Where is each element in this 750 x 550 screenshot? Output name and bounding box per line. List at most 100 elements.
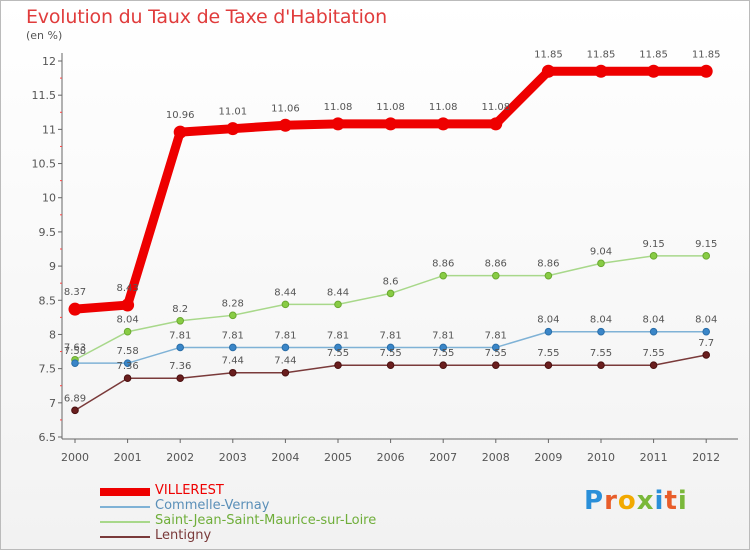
y-tick-label: 8.5 — [39, 294, 57, 307]
logo-letter: i — [677, 486, 688, 516]
data-label: 8.04 — [695, 315, 717, 326]
data-label: 6.89 — [64, 393, 86, 404]
data-label: 8.44 — [274, 287, 296, 298]
data-point — [699, 64, 713, 78]
data-label: 9.15 — [695, 239, 717, 250]
data-point — [229, 343, 237, 352]
data-label: 8.37 — [64, 287, 86, 298]
data-label: 11.08 — [324, 102, 353, 113]
data-label: 8.44 — [327, 287, 349, 298]
legend-swatch — [100, 536, 150, 538]
y-tick-label: 12 — [42, 55, 56, 68]
legend-label: Saint-Jean-Saint-Maurice-sur-Loire — [155, 513, 377, 528]
data-point — [281, 343, 290, 352]
x-tick-label: 2009 — [534, 451, 562, 464]
y-tick-label: 7 — [49, 397, 56, 410]
data-label: 8.04 — [590, 315, 612, 326]
data-point — [647, 64, 661, 78]
legend-label: Commelle-Vernay — [155, 498, 270, 513]
data-label: 7.58 — [64, 346, 86, 357]
legend-label: VILLEREST — [155, 483, 224, 498]
data-point — [492, 343, 500, 352]
data-point — [384, 117, 398, 131]
data-label: 11.85 — [534, 49, 563, 60]
y-tick-label: 10.5 — [32, 158, 57, 171]
x-tick-label: 2007 — [429, 451, 457, 464]
legend-swatch — [100, 488, 150, 496]
data-point — [334, 300, 342, 309]
data-point — [386, 361, 395, 370]
x-tick-label: 2005 — [324, 451, 352, 464]
legend-swatch — [100, 521, 150, 523]
data-point — [649, 361, 658, 370]
data-point — [71, 406, 79, 415]
data-label: 7.55 — [485, 348, 507, 359]
data-label: 11.08 — [376, 102, 405, 113]
data-label: 8.04 — [642, 315, 664, 326]
x-tick-label: 2010 — [587, 451, 615, 464]
data-point — [594, 64, 608, 78]
data-point — [71, 359, 79, 367]
data-point — [229, 368, 237, 377]
data-label: 8.86 — [432, 259, 454, 270]
data-label: 7.81 — [379, 330, 401, 341]
data-point — [281, 300, 290, 309]
data-point — [176, 316, 184, 325]
data-label: 7.81 — [274, 330, 296, 341]
data-label: 8.43 — [116, 283, 138, 294]
data-point — [173, 125, 187, 139]
data-point — [334, 361, 342, 370]
data-point — [439, 271, 448, 280]
y-tick-label: 9.5 — [39, 226, 57, 239]
logo-letter: i — [654, 486, 665, 516]
x-tick-label: 2012 — [692, 451, 720, 464]
logo-letter: t — [664, 486, 678, 516]
y-tick-label: 8 — [49, 328, 56, 341]
data-point — [334, 343, 342, 352]
data-point — [489, 117, 503, 131]
data-label: 11.85 — [692, 49, 721, 60]
data-point — [544, 271, 553, 280]
y-tick-label: 11.5 — [32, 89, 57, 102]
data-label: 7.81 — [485, 330, 507, 341]
data-point — [439, 361, 448, 370]
data-point — [492, 361, 500, 370]
data-label: 7.55 — [590, 348, 612, 359]
data-point — [229, 311, 237, 320]
data-label: 11.01 — [218, 107, 247, 118]
x-tick-label: 2004 — [271, 451, 299, 464]
data-label: 11.08 — [429, 102, 458, 113]
data-label: 7.81 — [432, 330, 454, 341]
logo-letter: P — [584, 486, 605, 516]
data-point — [544, 327, 553, 336]
legend-label: Lentigny — [155, 528, 212, 543]
data-point — [702, 351, 711, 359]
data-label: 8.86 — [537, 259, 559, 270]
data-label: 7.63 — [64, 343, 86, 354]
data-point — [492, 271, 500, 280]
x-tick-label: 2002 — [166, 451, 194, 464]
data-label: 7.36 — [169, 361, 191, 372]
data-label: 9.04 — [590, 246, 612, 257]
x-tick-label: 2006 — [377, 451, 405, 464]
data-label: 11.85 — [587, 49, 616, 60]
x-tick-label: 2001 — [114, 451, 142, 464]
y-tick-label: 10 — [42, 192, 56, 205]
data-label: 10.96 — [166, 110, 195, 121]
data-label: 7.44 — [222, 356, 244, 367]
x-tick-label: 2008 — [482, 451, 510, 464]
data-label: 7.55 — [432, 348, 454, 359]
data-point — [331, 117, 345, 131]
logo-letter: r — [604, 486, 618, 516]
data-point — [597, 327, 605, 336]
data-label: 8.6 — [383, 276, 399, 287]
data-label: 8.86 — [485, 259, 507, 270]
y-tick-label: 11 — [42, 123, 56, 136]
logo-letter: x — [636, 486, 655, 516]
data-point — [439, 343, 448, 352]
data-label: 8.28 — [222, 298, 244, 309]
data-label: 7.81 — [222, 330, 244, 341]
data-label: 9.15 — [642, 239, 664, 250]
legend-swatch — [100, 506, 150, 508]
